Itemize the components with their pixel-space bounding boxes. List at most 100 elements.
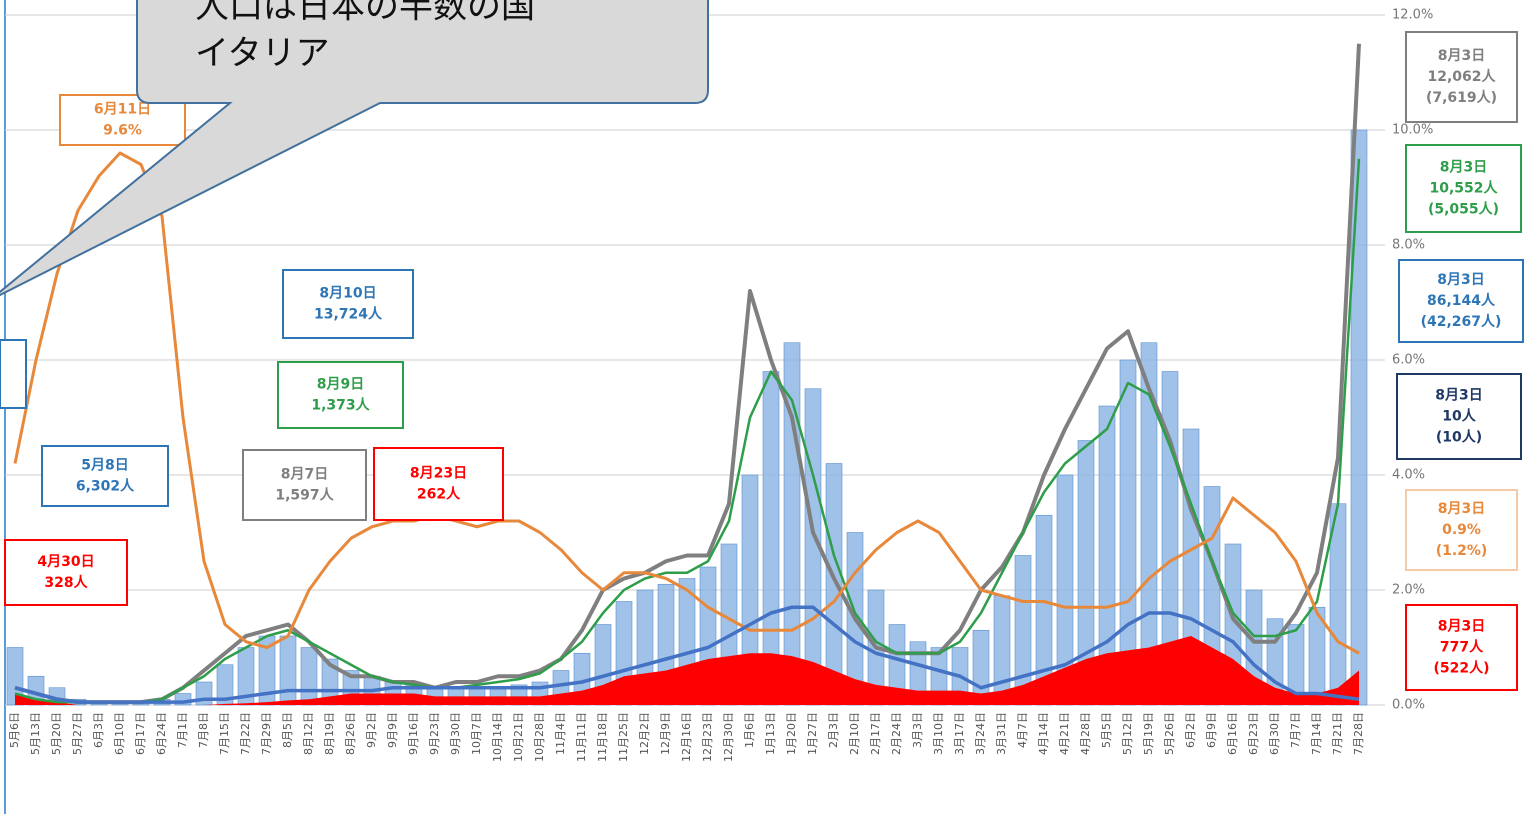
x-tick-label: 10月7日 — [470, 712, 483, 755]
annotation-text: (522人) — [1433, 660, 1489, 677]
x-tick-label: 3月24日 — [974, 712, 987, 755]
annotation-text: 8月3日 — [1440, 160, 1487, 176]
x-tick-label: 8月12日 — [302, 712, 315, 755]
x-tick-label: 3月10日 — [932, 712, 945, 755]
annotation-text: 6,302人 — [76, 478, 135, 495]
line — [14, 158, 1361, 704]
annotation-box — [1405, 489, 1518, 571]
annotation-box — [41, 445, 169, 507]
annotation-text: 8月3日 — [1437, 272, 1484, 288]
x-tick-label: 6月23日 — [1247, 712, 1260, 755]
x-tick-label: 6月16日 — [1226, 712, 1239, 755]
callout-text: イタリア — [195, 34, 330, 74]
annotation-text: 8月3日 — [1435, 388, 1482, 404]
annotation-text: 4月30日 — [37, 554, 94, 570]
x-tick-label: 4月21日 — [1058, 712, 1071, 755]
x-tick-label: 10月14日 — [491, 712, 504, 762]
x-tick-label: 6月10日 — [113, 712, 126, 755]
x-tick-label: 1月27日 — [806, 712, 819, 755]
line — [14, 43, 1361, 705]
x-tick-label: 4月7日 — [1016, 712, 1029, 748]
annotation-text: 13,724人 — [314, 306, 383, 323]
x-tick-label: 8月26日 — [344, 712, 357, 755]
annotation-text: 8月9日 — [317, 377, 364, 393]
annotation-text: 328人 — [44, 574, 88, 591]
x-tick-label: 5月27日 — [71, 712, 84, 755]
x-tick-label: 6月30日 — [1268, 712, 1281, 755]
x-tick-label: 6月3日 — [92, 712, 105, 748]
x-tick-label: 7月21日 — [1331, 712, 1344, 755]
x-tick-label: 5月5日 — [1100, 712, 1113, 748]
x-tick-label: 1月6日 — [743, 712, 756, 748]
x-tick-label: 5月6日 — [8, 712, 21, 748]
x-tick-label: 12月9日 — [659, 712, 672, 755]
x-tick-label: 4月14日 — [1037, 712, 1050, 755]
annotation-box — [1396, 373, 1522, 460]
bar — [993, 595, 1011, 706]
annotation-text: 8月7日 — [281, 467, 328, 483]
y-tick-label: 4.0% — [1392, 468, 1425, 483]
x-tick-label: 2月24日 — [890, 712, 903, 755]
x-tick-label: 11月11日 — [575, 712, 588, 762]
x-tick-label: 7月29日 — [260, 712, 273, 755]
annotation-text: (5,055人) — [1428, 201, 1499, 218]
annotation-text: 6月11日 — [94, 102, 151, 118]
annotation-box — [1405, 31, 1518, 123]
callout-text: 人口は日本の半数の国 — [195, 0, 535, 27]
annotation-text: 8月3日 — [1438, 501, 1485, 517]
annotation-text: 10,552人 — [1429, 180, 1498, 197]
annotation-text: 262人 — [417, 486, 461, 503]
annotation-text: 8月10日 — [319, 286, 376, 302]
x-tick-label: 5月19日 — [1142, 712, 1155, 755]
x-tick-label: 6月24日 — [155, 712, 168, 755]
annotation-box — [1405, 604, 1518, 691]
annotation-text: 10人 — [1442, 408, 1476, 425]
x-tick-label: 5月20日 — [50, 712, 63, 755]
annotation-box — [282, 269, 414, 339]
line — [14, 605, 1360, 704]
x-tick-label: 12月23日 — [701, 712, 714, 762]
x-tick-label: 6月9日 — [1205, 712, 1218, 748]
annotation-text: (7,619人) — [1426, 89, 1497, 106]
x-tick-label: 7月22日 — [239, 712, 252, 755]
cut-box — [0, 339, 27, 409]
annotation-text: 12,062人 — [1427, 68, 1496, 85]
bar — [300, 647, 318, 706]
x-tick-label: 7月7日 — [1289, 712, 1302, 748]
annotation-text: 0.9% — [1442, 522, 1481, 538]
annotation-box — [373, 447, 504, 521]
annotation-box — [4, 539, 128, 606]
line — [13, 151, 1360, 655]
x-tick-label: 9月2日 — [365, 712, 378, 748]
x-tick-label: 6月2日 — [1184, 712, 1197, 748]
x-tick-label: 11月4日 — [554, 712, 567, 755]
x-tick-label: 8月19日 — [323, 712, 336, 755]
plot — [5, 14, 1385, 706]
x-tick-label: 9月30日 — [449, 712, 462, 755]
x-tick-label: 5月13日 — [29, 712, 42, 755]
annotation-box — [277, 361, 404, 429]
annotation-text: 5月8日 — [81, 458, 128, 474]
annotation-text: 9.6% — [103, 123, 142, 139]
x-tick-label: 7月8日 — [197, 712, 210, 748]
annotation-text: 8月3日 — [1438, 619, 1485, 635]
x-tick-label: 2月3日 — [827, 712, 840, 748]
x-tick-label: 10月28日 — [533, 712, 546, 762]
annotation-text: 1,373人 — [311, 397, 370, 414]
x-tick-label: 3月17日 — [953, 712, 966, 755]
x-tick-label: 10月21日 — [512, 712, 525, 762]
x-tick-label: 12月2日 — [638, 712, 651, 755]
annotation-box — [1398, 259, 1524, 343]
area — [15, 636, 1359, 705]
x-tick-label: 7月14日 — [1310, 712, 1323, 755]
annotations: 6月11日 9.6% 8月10日 13,724人 8月9日 1,373人 5月8日 6,302… — [4, 31, 1524, 691]
x-tick-label: 11月18日 — [596, 712, 609, 762]
bar — [1350, 129, 1368, 706]
x-tick-label: 4月28日 — [1079, 712, 1092, 755]
y-tick-label: 0.0% — [1392, 698, 1425, 713]
x-tick-label: 2月10日 — [848, 712, 861, 755]
annotation-text: 86,144人 — [1427, 292, 1496, 309]
annotation-box — [1405, 144, 1522, 233]
annotation-text: 1,597人 — [275, 487, 334, 504]
y-tick-label: 10.0% — [1392, 123, 1433, 138]
